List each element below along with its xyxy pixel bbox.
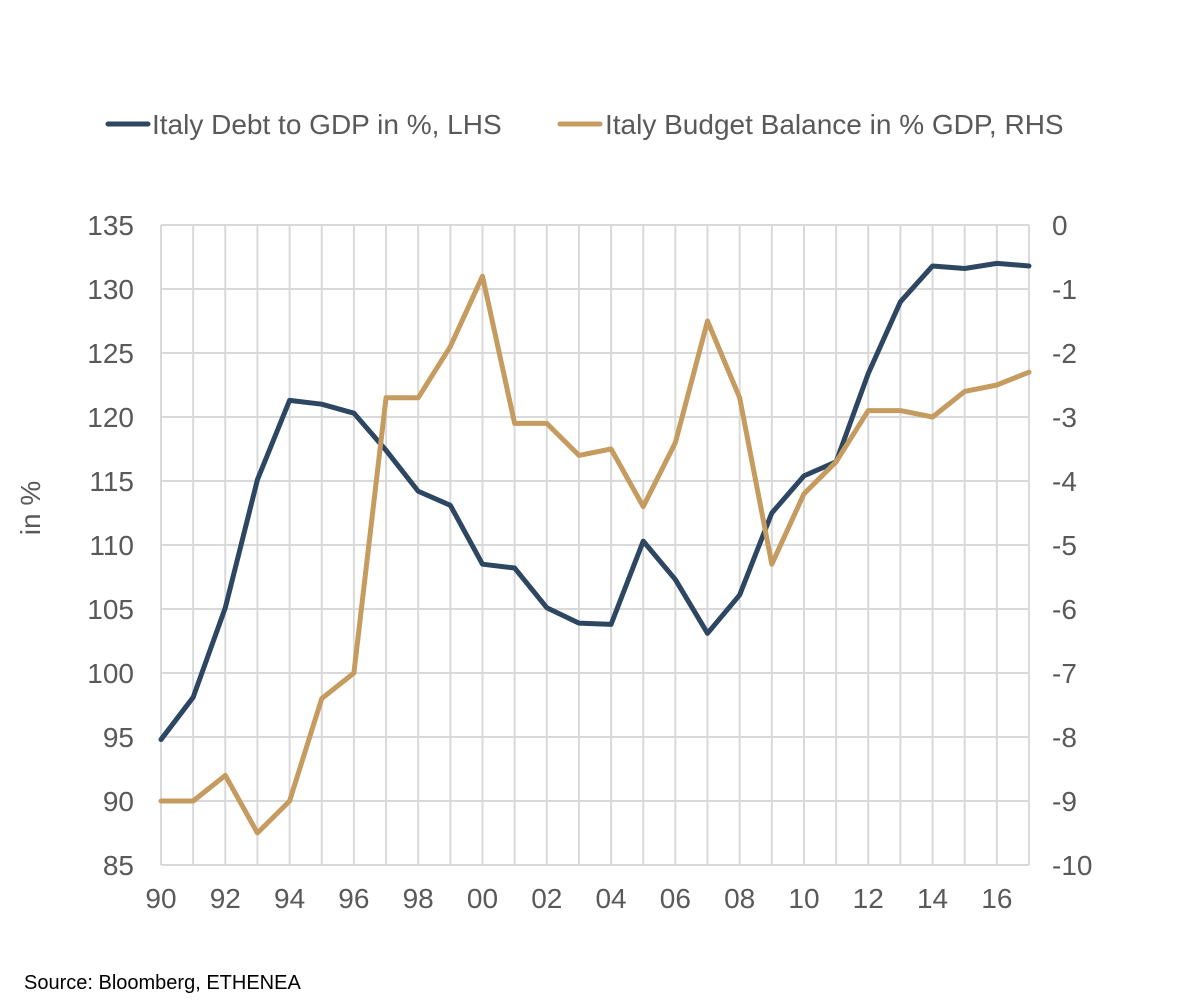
x-tick-label: 92 <box>210 883 241 914</box>
x-tick-label: 06 <box>660 883 691 914</box>
series-budget-balance-line <box>158 273 1032 836</box>
legend-budget-balance-label: Italy Budget Balance in % GDP, RHS <box>605 109 1064 140</box>
right-tick-label: -10 <box>1052 850 1092 881</box>
legend: Italy Debt to GDP in %, LHS Italy Budget … <box>105 109 1064 140</box>
x-tick-label: 94 <box>274 883 305 914</box>
left-tick-label: 130 <box>87 274 134 305</box>
left-tick-label: 125 <box>87 338 134 369</box>
x-tick-label: 00 <box>467 883 498 914</box>
chart: Italy Debt to GDP in %, LHS Italy Budget … <box>15 109 1092 914</box>
left-tick-label: 105 <box>87 594 134 625</box>
right-tick-label: -1 <box>1052 274 1077 305</box>
y-axis-label: in % <box>15 481 46 535</box>
x-tick-label: 02 <box>531 883 562 914</box>
source-note: Source: Bloomberg, ETHENEA <box>24 972 301 994</box>
left-tick-label: 85 <box>103 850 134 881</box>
right-tick-label: -2 <box>1052 338 1077 369</box>
left-tick-label: 100 <box>87 658 134 689</box>
x-axis: 90 92 94 96 98 00 02 04 06 08 10 12 14 16 <box>145 883 1012 914</box>
left-tick-label: 135 <box>87 210 134 241</box>
left-tick-label: 90 <box>103 786 134 817</box>
x-tick-label: 12 <box>853 883 884 914</box>
left-axis: 135 130 125 120 115 110 105 100 95 90 85 <box>87 210 134 881</box>
left-tick-label: 120 <box>87 402 134 433</box>
x-tick-label: 96 <box>338 883 369 914</box>
right-axis: 0 -1 -2 -3 -4 -5 -6 -7 -8 -9 -10 <box>1052 210 1092 881</box>
right-tick-label: -4 <box>1052 466 1077 497</box>
x-tick-label: 14 <box>917 883 948 914</box>
x-tick-label: 16 <box>981 883 1012 914</box>
series-layer <box>158 260 1032 836</box>
right-tick-label: -9 <box>1052 786 1077 817</box>
right-tick-label: -6 <box>1052 594 1077 625</box>
right-tick-label: 0 <box>1052 210 1068 241</box>
right-tick-label: -3 <box>1052 402 1077 433</box>
x-tick-label: 08 <box>724 883 755 914</box>
left-tick-label: 95 <box>103 722 134 753</box>
x-tick-label: 10 <box>788 883 819 914</box>
x-tick-label: 98 <box>403 883 434 914</box>
right-tick-label: -7 <box>1052 658 1077 689</box>
left-tick-label: 110 <box>89 530 134 561</box>
legend-debt-to-gdp-label: Italy Debt to GDP in %, LHS <box>152 109 502 140</box>
left-tick-label: 115 <box>89 466 134 497</box>
series-debt-to-gdp-line <box>158 260 1032 743</box>
x-tick-label: 04 <box>595 883 626 914</box>
x-tick-label: 90 <box>145 883 176 914</box>
right-tick-label: -5 <box>1052 530 1077 561</box>
grid <box>160 224 1030 866</box>
right-tick-label: -8 <box>1052 722 1077 753</box>
